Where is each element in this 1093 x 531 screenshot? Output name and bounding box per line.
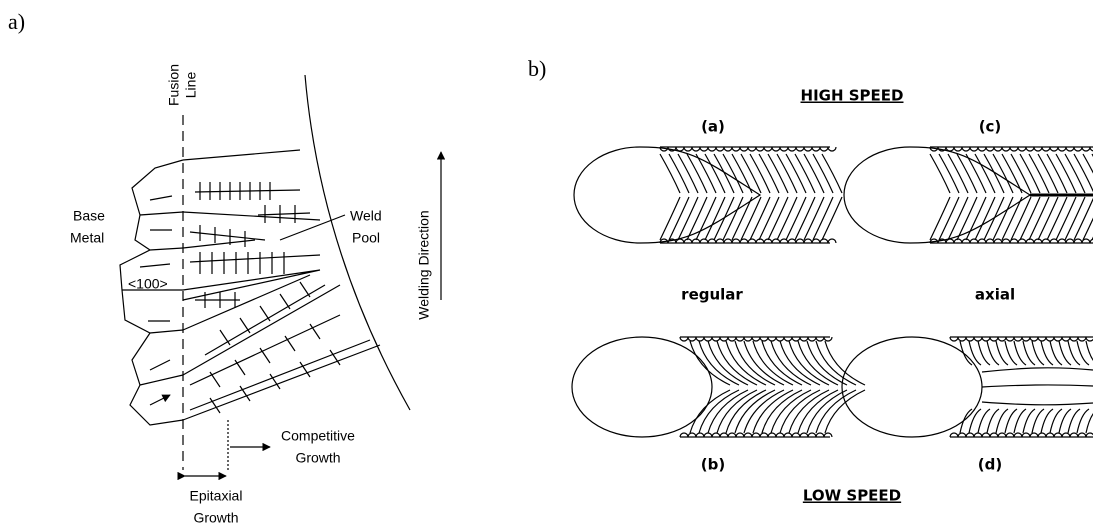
solidification-texture: [690, 341, 865, 433]
welding-direction-label: Welding Direction: [416, 210, 432, 319]
figure: a) Fusion Line Base Metal <100> Weld Poo…: [0, 0, 1093, 531]
mode-label: regular: [681, 286, 743, 304]
base-metal-label: Metal: [70, 230, 104, 246]
grains: [120, 75, 410, 425]
weld-pool-teardrop: [574, 147, 760, 243]
sublabel: (c): [979, 118, 1002, 136]
weld-pool-label: Weld: [350, 208, 382, 224]
weld-pool-ellipse: [842, 337, 982, 437]
panel-a: a) Fusion Line Base Metal <100> Weld Poo…: [8, 9, 441, 526]
panel-label: a): [8, 9, 25, 34]
panel-label: b): [528, 56, 546, 81]
weld-pool-ellipse: [572, 337, 712, 437]
competitive-growth-label: Competitive: [281, 428, 355, 444]
solidification-texture: [930, 154, 1093, 240]
weld-pool-teardrop: [844, 147, 1030, 243]
top-title: HIGH SPEED: [801, 87, 904, 105]
sublabel: (a): [701, 118, 725, 136]
competitive-growth-label: Growth: [295, 450, 340, 466]
fusion-line-label: Line: [183, 72, 199, 99]
bottom-title: LOW SPEED: [803, 487, 901, 505]
weld-pool-label: Pool: [352, 230, 380, 246]
orientation-label: <100>: [128, 276, 168, 292]
panel-b: b) HIGH SPEED LOW SPEED (a) (c) (b) (d) …: [528, 56, 1093, 504]
fusion-line-label: Fusion: [166, 64, 182, 106]
solidification-texture: [660, 154, 842, 240]
epitaxial-growth-label: Growth: [193, 510, 238, 526]
base-metal-label: Base: [73, 208, 105, 224]
solidification-texture: [960, 341, 1093, 433]
epitaxial-growth-label: Epitaxial: [190, 488, 243, 504]
mode-label: axial: [975, 286, 1015, 304]
sublabel: (b): [701, 456, 725, 474]
sublabel: (d): [978, 456, 1002, 474]
